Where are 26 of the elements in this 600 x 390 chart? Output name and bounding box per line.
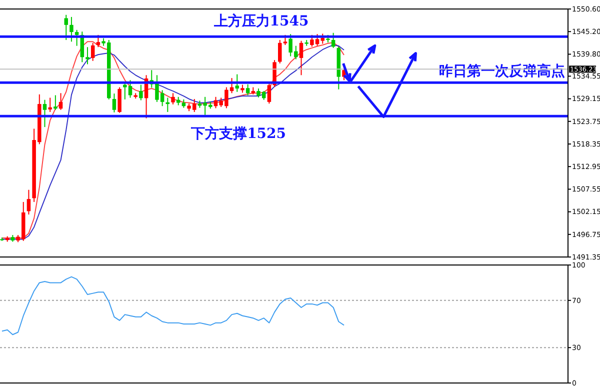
candlestick xyxy=(320,33,324,44)
candlestick xyxy=(118,86,122,114)
candlestick xyxy=(235,74,239,92)
candlestick xyxy=(86,46,90,65)
candlestick xyxy=(112,93,116,113)
candlestick xyxy=(171,92,175,105)
candlestick xyxy=(267,82,272,104)
candlestick xyxy=(139,84,143,101)
candlestick xyxy=(70,16,74,42)
candlestick xyxy=(54,94,58,110)
candlestick xyxy=(96,34,100,48)
candlestick xyxy=(74,29,79,46)
ref-line-label: 上方压力1545 xyxy=(212,12,309,30)
candlestick xyxy=(283,34,288,46)
candlestick xyxy=(331,32,336,48)
candlestick xyxy=(299,40,304,76)
candlestick xyxy=(246,84,250,96)
candlestick xyxy=(26,189,31,216)
line-series xyxy=(2,276,344,336)
candlestick xyxy=(90,42,95,62)
candlestick xyxy=(278,39,282,64)
candlestick xyxy=(64,14,68,40)
ref-line-label: 下方支撑1525 xyxy=(190,125,286,142)
candlestick xyxy=(42,99,47,128)
candlestick xyxy=(48,97,52,112)
candlestick xyxy=(58,92,63,110)
